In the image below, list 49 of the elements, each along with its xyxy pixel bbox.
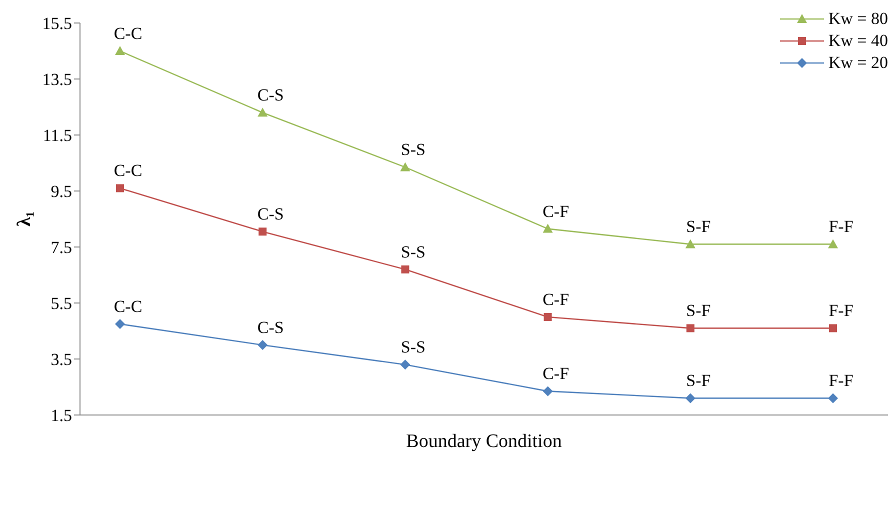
point — [828, 239, 838, 248]
data-label: S-S — [400, 242, 426, 262]
point — [258, 108, 268, 117]
data-label: C-F — [542, 290, 570, 309]
point — [115, 319, 125, 329]
y-tick-label: 13.5 — [42, 70, 72, 90]
point — [542, 386, 553, 396]
point — [115, 46, 125, 55]
data-label: S-F — [686, 301, 711, 320]
legend-label: Kw = 20 — [828, 53, 888, 73]
data-label: C-S — [257, 318, 284, 337]
data-label: S-S — [400, 338, 426, 357]
data-label: S-F — [686, 371, 711, 390]
data-label: S-F — [686, 217, 711, 236]
data-label: S-S — [400, 140, 426, 160]
y-tick-label: 11.5 — [42, 126, 72, 146]
data-label: C-C — [114, 24, 142, 43]
y-axis-title: λ₁ — [14, 211, 35, 227]
y-tick-label: 9.5 — [50, 182, 72, 202]
legend-label: Kw = 80 — [828, 9, 888, 29]
point — [828, 393, 838, 404]
point — [401, 265, 410, 274]
y-tick-label: 1.5 — [50, 406, 72, 426]
point — [258, 228, 267, 236]
y-tick-label: 5.5 — [50, 294, 72, 314]
x-axis-title: Boundary Condition — [406, 431, 562, 452]
data-label: C-F — [542, 364, 570, 384]
data-label: C-C — [114, 297, 142, 316]
point — [400, 162, 410, 172]
data-label: C-S — [257, 204, 284, 224]
point — [544, 313, 552, 321]
point — [400, 360, 410, 370]
data-label: F-F — [828, 301, 854, 320]
point — [542, 224, 553, 233]
data-label: F-F — [828, 217, 854, 236]
point — [685, 239, 696, 248]
point — [829, 324, 837, 332]
point — [258, 340, 268, 350]
legend-label: Kw = 40 — [828, 31, 888, 51]
data-label: C-S — [257, 86, 284, 105]
point — [685, 393, 696, 404]
point — [686, 324, 694, 332]
data-label: C-F — [542, 202, 570, 221]
y-tick-label: 7.5 — [50, 238, 72, 258]
y-tick-label: 15.5 — [42, 14, 72, 34]
data-label: C-C — [114, 161, 142, 180]
y-tick-label: 3.5 — [50, 350, 72, 370]
data-label: F-F — [828, 371, 854, 390]
point — [116, 184, 124, 192]
